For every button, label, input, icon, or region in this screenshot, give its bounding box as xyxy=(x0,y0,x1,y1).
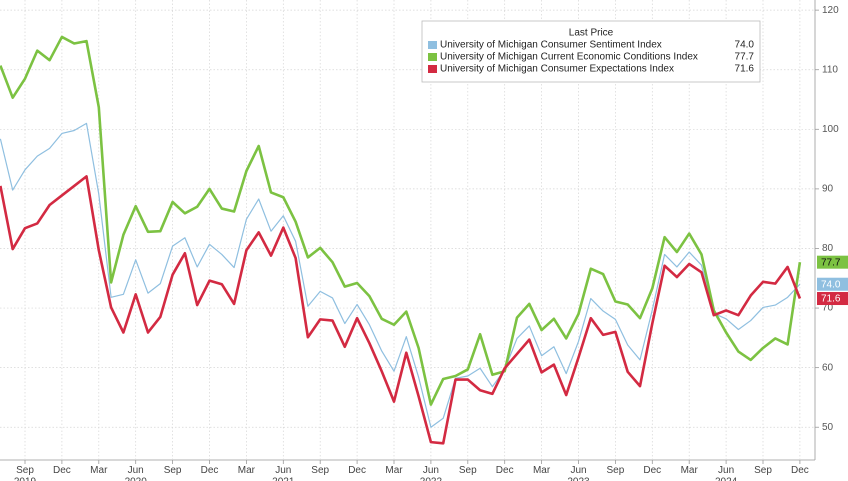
line-series xyxy=(0,122,801,428)
legend-swatch xyxy=(428,53,437,61)
x-tick-label: Sep xyxy=(754,465,772,476)
last-value-tags: 74.0 77.7 71.6 xyxy=(817,255,848,306)
legend-label: University of Michigan Current Economic … xyxy=(440,52,698,63)
grid xyxy=(0,0,816,461)
y-tick-label: 50 xyxy=(822,422,834,433)
y-tick-label: 60 xyxy=(822,362,834,373)
x-tick-label: Jun2024 xyxy=(715,465,738,481)
y-tick-label: 70 xyxy=(822,303,834,314)
x-tick-label: Jun2021 xyxy=(272,465,295,481)
legend-box xyxy=(421,20,761,83)
x-tick-label: Mar xyxy=(90,465,108,476)
last-value-label: 71.6 xyxy=(821,294,841,305)
y-tick-label: 90 xyxy=(822,184,834,195)
legend-swatch xyxy=(428,41,437,49)
x-tick-label: Dec xyxy=(496,465,514,476)
legend-label: University of Michigan Consumer Sentimen… xyxy=(440,40,662,51)
legend: Last Price University of Michigan Consum… xyxy=(421,20,761,83)
last-value-tag xyxy=(817,292,848,306)
x-tick-label: Sep xyxy=(311,465,329,476)
y-axis: 50 60 70 80 90 100 110 120 xyxy=(815,5,839,433)
y-tick-label: 120 xyxy=(822,5,839,16)
x-tick-label: Dec xyxy=(643,465,661,476)
last-value-tag xyxy=(817,277,848,291)
x-tick-label: Jun2020 xyxy=(125,465,148,481)
legend-value: 71.6 xyxy=(735,64,755,75)
legend-value: 74.0 xyxy=(735,40,755,51)
y-tick-label: 100 xyxy=(822,124,839,135)
x-tick-label: Mar xyxy=(385,465,403,476)
y-tick-label: 110 xyxy=(822,64,838,75)
x-tick-label: Dec xyxy=(53,465,71,476)
x-axis: Sep2019 Dec Mar Jun2020 Sep Dec Mar Jun2021 Sep D… xyxy=(14,460,809,481)
last-value-label: 77.7 xyxy=(821,257,841,268)
y-tick-label: 80 xyxy=(822,243,834,254)
x-tick-label: Mar xyxy=(533,465,551,476)
x-tick-label: Dec xyxy=(348,465,366,476)
x-tick-label: Sep xyxy=(607,465,625,476)
x-tick-label: Jun2023 xyxy=(567,465,590,481)
last-value-label: 74.0 xyxy=(821,279,841,290)
legend-title: Last Price xyxy=(569,28,614,39)
x-tick-label: Mar xyxy=(681,465,699,476)
line-series xyxy=(0,175,802,445)
line-series xyxy=(0,35,802,406)
x-tick-label: Mar xyxy=(238,465,256,476)
x-tick-label: Dec xyxy=(791,465,809,476)
x-tick-label: Dec xyxy=(201,465,219,476)
x-tick-label: Sep xyxy=(164,465,182,476)
x-tick-label: Jun2022 xyxy=(420,465,443,481)
legend-swatch xyxy=(428,65,437,73)
x-tick-label: Sep xyxy=(459,465,477,476)
lines xyxy=(0,35,802,445)
legend-label: University of Michigan Consumer Expectat… xyxy=(440,64,674,75)
last-value-tag xyxy=(817,255,848,269)
legend-value: 77.7 xyxy=(735,52,755,63)
x-tick-label: Sep2019 xyxy=(14,465,37,481)
